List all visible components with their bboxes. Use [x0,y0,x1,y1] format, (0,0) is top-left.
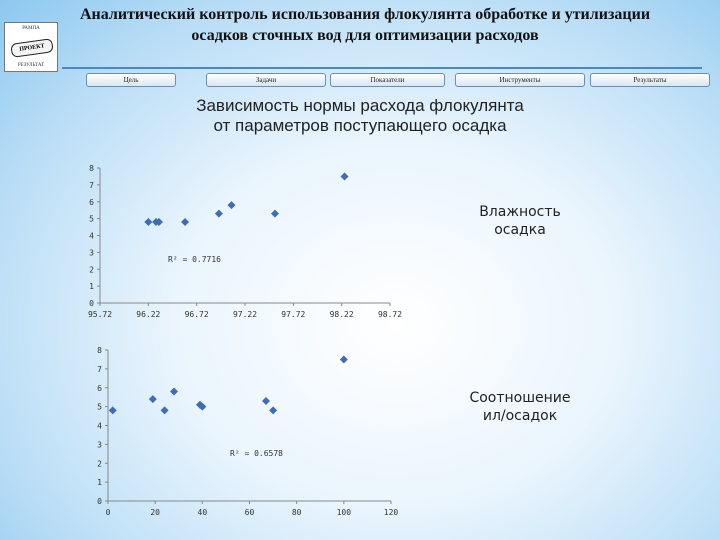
chart1-series-label-line2: осадка [494,222,546,238]
chart1-y-tick-label: 8 [89,164,94,173]
chart1-data-point [214,209,223,218]
chart1-data-point [270,209,279,218]
chart2-data-point [108,406,117,415]
chart2-series-label-line2: ил/осадок [483,408,557,424]
chart2-y-tick-label: 1 [97,478,102,487]
logo-top-text: РАМПА [22,26,40,31]
chart2-y-tick-label: 5 [97,403,102,412]
nav-item-indicators[interactable]: Показатели [330,73,445,87]
chart1-r2-label: R² = 0.7716 [168,255,221,264]
chart2-y-tick-label: 0 [97,497,102,506]
chart2-series-label-line1: Соотношение [469,390,570,406]
chart2-data-point [170,387,179,396]
chart1-y-tick-label: 2 [89,265,94,274]
chart1-y-tick-label: 6 [89,198,94,207]
chart-title-line2: от параметров поступающего осадка [213,116,507,135]
chart1-y-tick-label: 0 [89,299,94,308]
chart1-y-tick-label: 7 [89,181,94,190]
nav-item-tools[interactable]: Инструменты [455,73,585,87]
chart2-data-point [269,406,278,415]
chart2-y-tick-label: 8 [97,346,102,355]
chart2-y-tick-label: 6 [97,384,102,393]
chart2-x-tick-label: 20 [150,508,160,517]
chart1-y-tick-label: 4 [89,232,94,241]
chart1-data-point [144,218,153,226]
chart1-data-point [227,201,236,210]
nav-item-goal[interactable]: Цель [86,73,176,87]
chart2-y-tick-label: 3 [97,440,102,449]
logo: РАМПА ПРОЕКТ РЕЗУЛЬТАТ [4,22,58,72]
chart1-data-point [340,172,349,181]
chart2-r2-label: R² = 0.6578 [230,449,283,458]
chart2-data-point [262,396,271,405]
chart2-x-tick-label: 80 [292,508,302,517]
chart2-x-tick-label: 100 [337,508,352,517]
chart2-y-tick-label: 4 [97,422,102,431]
chart1-x-tick-label: 95.72 [88,310,112,319]
chart1-x-tick-label: 98.22 [330,310,354,319]
page-title: Аналитический контроль использования фло… [60,4,670,46]
header-divider [62,67,702,69]
chart2-y-tick-label: 7 [97,365,102,374]
chart2-x-tick-label: 40 [198,508,208,517]
chart2-data-point [148,395,157,404]
chart1-y-tick-label: 5 [89,215,94,224]
chart1-x-tick-label: 97.22 [233,310,257,319]
page-title-line2: осадков сточных вод для оптимизации расх… [191,27,539,44]
chart-title: Зависимость нормы расхода флокулянта от … [140,96,580,136]
page-title-line1: Аналитический контроль использования фло… [79,6,651,23]
chart1-data-point [154,218,163,226]
nav-item-results[interactable]: Результаты [590,73,710,87]
nav-item-tasks[interactable]: Задачи [206,73,326,87]
chart-title-line1: Зависимость нормы расхода флокулянта [196,96,524,115]
chart1-x-tick-label: 96.22 [136,310,160,319]
chart2-x-tick-label: 60 [245,508,255,517]
chart2-x-tick-label: 120 [384,508,399,517]
chart1-series-label-line1: Влажность [479,204,561,220]
chart2-y-tick-label: 2 [97,459,102,468]
logo-bottom-text: РЕЗУЛЬТАТ [17,63,45,68]
chart1-x-tick-label: 96.72 [185,310,209,319]
chart1-y-tick-label: 3 [89,248,94,257]
chart2-x-tick-label: 0 [106,508,111,517]
chart1-x-tick-label: 97.72 [281,310,305,319]
chart2-data-point [339,355,348,364]
chart1-data-point [181,218,190,226]
chart1-x-tick-label: 98.72 [378,310,402,319]
chart1-y-tick-label: 1 [89,282,94,291]
chart2-data-point [198,402,207,411]
chart2-data-point [160,406,169,415]
